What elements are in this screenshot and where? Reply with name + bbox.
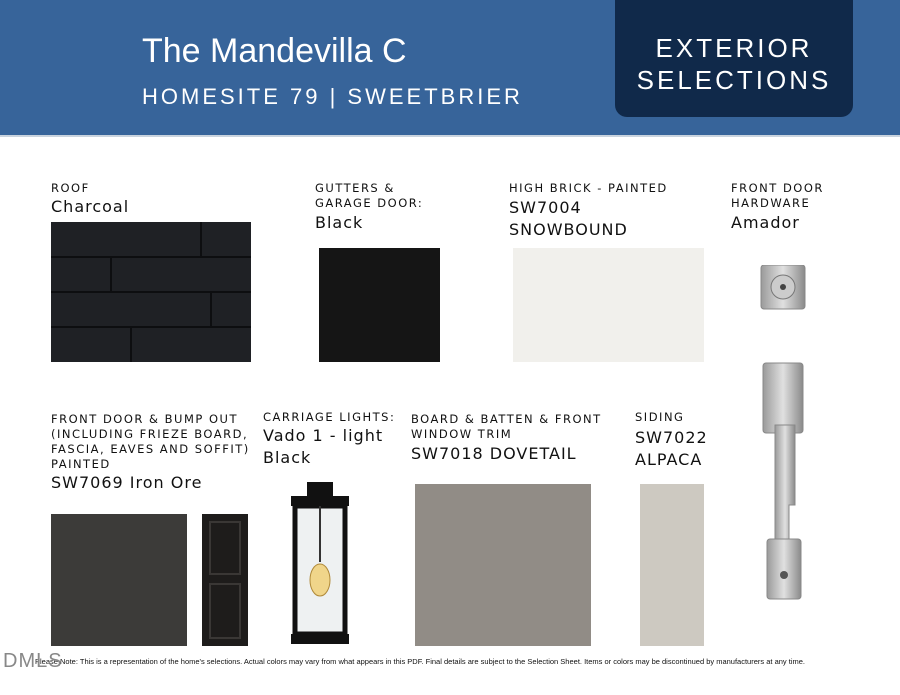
front-door-image xyxy=(202,514,248,646)
label-line: FASCIA, EAVES AND SOFFIT) xyxy=(51,442,250,456)
carriage-light-image xyxy=(291,482,349,644)
siding-value: SW7022 ALPACA xyxy=(635,427,708,471)
watermark-logo: DMLS xyxy=(3,650,63,672)
section-badge: EXTERIOR SELECTIONS xyxy=(615,0,853,117)
front-door-swatch xyxy=(51,514,187,646)
label-line: GARAGE DOOR: xyxy=(315,196,424,210)
roof-shingle-swatch xyxy=(51,222,251,362)
page-title: The Mandevilla C xyxy=(142,32,407,70)
board-batten-value: SW7018 DOVETAIL xyxy=(411,444,577,463)
high-brick-swatch xyxy=(513,248,704,362)
value-line: SW7004 xyxy=(509,198,582,217)
value-line: SW7022 xyxy=(635,428,708,447)
badge-line: SELECTIONS xyxy=(636,65,832,95)
label-line: FRONT DOOR & BUMP OUT xyxy=(51,412,238,426)
label-line: PAINTED xyxy=(51,457,111,471)
badge-line: EXTERIOR xyxy=(655,33,813,63)
label-line: BOARD & BATTEN & FRONT xyxy=(411,412,602,426)
high-brick-value: SW7004 SNOWBOUND xyxy=(509,197,628,241)
hardware-value: Amador xyxy=(731,213,800,232)
label-line: (INCLUDING FRIEZE BOARD, xyxy=(51,427,249,441)
board-batten-label: BOARD & BATTEN & FRONT WINDOW TRIM xyxy=(411,412,602,442)
gutters-swatch xyxy=(319,248,440,362)
high-brick-label: HIGH BRICK - PAINTED xyxy=(509,181,668,195)
value-line: ALPACA xyxy=(635,450,703,469)
board-batten-swatch xyxy=(415,484,591,646)
front-door-label: FRONT DOOR & BUMP OUT (INCLUDING FRIEZE … xyxy=(51,412,250,472)
siding-label: SIDING xyxy=(635,410,685,424)
page-subtitle: HOMESITE 79 | SWEETBRIER xyxy=(142,84,523,109)
door-hardware-image xyxy=(760,265,806,600)
value-line: Black xyxy=(263,448,312,467)
disclaimer-note: Please Note: This is a representation of… xyxy=(35,657,805,666)
roof-value: Charcoal xyxy=(51,197,130,216)
hardware-label: FRONT DOOR HARDWARE xyxy=(731,181,824,211)
siding-swatch xyxy=(640,484,704,646)
header-banner: The Mandevilla C HOMESITE 79 | SWEETBRIE… xyxy=(0,0,900,137)
value-line: Vado 1 - light xyxy=(263,426,384,445)
value-line: SNOWBOUND xyxy=(509,220,628,239)
label-line: WINDOW TRIM xyxy=(411,427,513,441)
label-line: GUTTERS & xyxy=(315,181,395,195)
label-line: HARDWARE xyxy=(731,196,811,210)
lights-label: CARRIAGE LIGHTS: xyxy=(263,410,396,424)
label-line: FRONT DOOR xyxy=(731,181,824,195)
gutters-label: GUTTERS & GARAGE DOOR: xyxy=(315,181,423,211)
roof-label: ROOF xyxy=(51,181,90,195)
gutters-value: Black xyxy=(315,213,364,232)
lights-value: Vado 1 - light Black xyxy=(263,425,383,469)
front-door-value: SW7069 Iron Ore xyxy=(51,473,203,492)
